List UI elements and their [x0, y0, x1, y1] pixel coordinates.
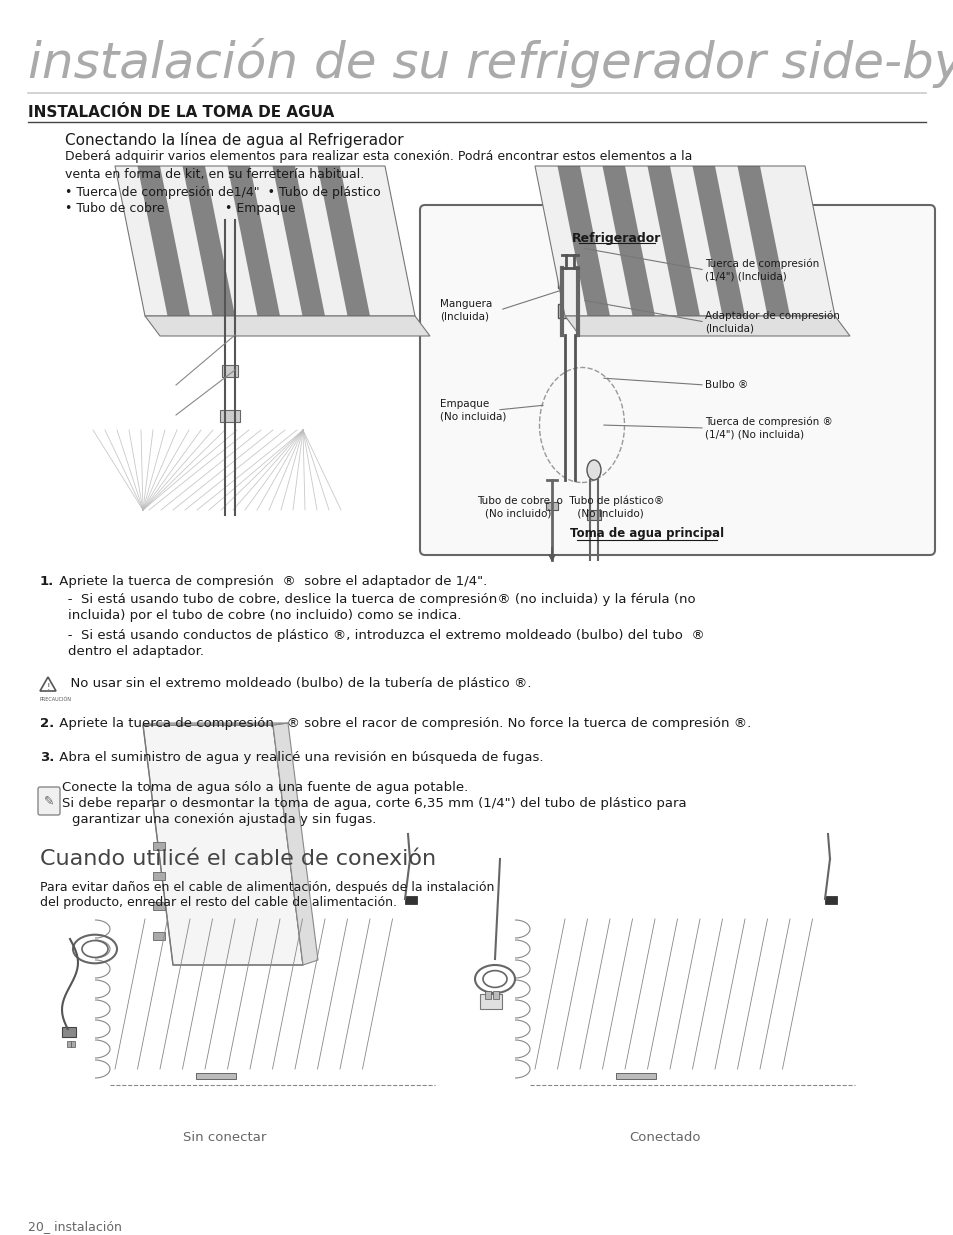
Polygon shape: [557, 165, 609, 316]
Text: Conectado: Conectado: [629, 1131, 700, 1144]
Text: Adaptador de compresión
(Incluida): Adaptador de compresión (Incluida): [704, 310, 839, 333]
Polygon shape: [737, 165, 789, 316]
Text: Empaque
(No incluida): Empaque (No incluida): [439, 399, 506, 421]
Text: • Tubo de cobre: • Tubo de cobre: [65, 203, 164, 215]
Polygon shape: [145, 316, 430, 336]
Polygon shape: [602, 165, 655, 316]
Bar: [71, 1041, 75, 1046]
Text: ✎: ✎: [44, 794, 54, 808]
Polygon shape: [692, 165, 744, 316]
Text: Conecte la toma de agua sólo a una fuente de agua potable.: Conecte la toma de agua sólo a una fuent…: [62, 781, 468, 794]
Text: Bulbo ®: Bulbo ®: [704, 380, 747, 390]
Text: Apriete la tuerca de compresión   ® sobre el racor de compresión. No force la tu: Apriete la tuerca de compresión ® sobre …: [55, 718, 750, 730]
Bar: [616, 1073, 656, 1079]
Polygon shape: [227, 165, 280, 316]
Bar: [222, 366, 237, 377]
Text: 2.: 2.: [40, 718, 54, 730]
Text: 1.: 1.: [40, 576, 54, 588]
Polygon shape: [273, 722, 317, 965]
Text: dentro el adaptador.: dentro el adaptador.: [68, 645, 204, 658]
Polygon shape: [647, 165, 700, 316]
Text: Tuerca de compresión ®
(1/4") (No incluida): Tuerca de compresión ® (1/4") (No inclui…: [704, 416, 832, 440]
Text: garantizar una conexión ajustada y sin fugas.: garantizar una conexión ajustada y sin f…: [71, 813, 376, 826]
Bar: [484, 990, 491, 999]
Text: • Empaque: • Empaque: [225, 203, 295, 215]
Text: -  Si está usando tubo de cobre, deslice la tuerca de compresión® (no incluida) : - Si está usando tubo de cobre, deslice …: [55, 593, 695, 606]
Text: Cuando utilicé el cable de conexión: Cuando utilicé el cable de conexión: [40, 848, 436, 869]
Text: del producto, enredar el resto del cable de alimentación.: del producto, enredar el resto del cable…: [40, 897, 396, 909]
Polygon shape: [273, 165, 325, 316]
FancyBboxPatch shape: [38, 787, 60, 815]
Text: Tubo de cobre  o  Tubo de plástico®: Tubo de cobre o Tubo de plástico®: [476, 495, 663, 505]
Bar: [221, 315, 239, 327]
Polygon shape: [152, 842, 165, 850]
Text: 3.: 3.: [40, 751, 54, 764]
Bar: [67, 1041, 71, 1046]
Polygon shape: [317, 165, 370, 316]
Bar: [558, 304, 581, 317]
Bar: [195, 1073, 235, 1079]
Text: Deberá adquirir varios elementos para realizar esta conexión. Podrá encontrar es: Deberá adquirir varios elementos para re…: [65, 149, 692, 182]
Bar: [824, 897, 836, 904]
Ellipse shape: [586, 459, 600, 480]
Text: Sin conectar: Sin conectar: [183, 1131, 267, 1144]
Text: Tuerca de compresión
(1/4") (Incluida): Tuerca de compresión (1/4") (Incluida): [704, 258, 819, 282]
Text: incluida) por el tubo de cobre (no incluido) como se indica.: incluida) por el tubo de cobre (no inclu…: [68, 609, 461, 622]
Bar: [62, 1026, 76, 1036]
Text: Abra el suministro de agua y realicé una revisión en búsqueda de fugas.: Abra el suministro de agua y realicé una…: [55, 751, 543, 764]
Text: Conectando la línea de agua al Refrigerador: Conectando la línea de agua al Refrigera…: [65, 132, 403, 148]
Polygon shape: [137, 165, 190, 316]
FancyBboxPatch shape: [419, 205, 934, 555]
Text: Refrigerador: Refrigerador: [572, 232, 660, 245]
Text: INSTALACIÓN DE LA TOMA DE AGUA: INSTALACIÓN DE LA TOMA DE AGUA: [28, 105, 334, 120]
Polygon shape: [152, 872, 165, 881]
Polygon shape: [152, 932, 165, 940]
Bar: [493, 990, 498, 999]
Bar: [586, 510, 600, 520]
Text: Manguera
(Incluida): Manguera (Incluida): [439, 299, 492, 321]
Polygon shape: [152, 902, 165, 910]
Bar: [558, 274, 581, 288]
Polygon shape: [535, 165, 834, 316]
Polygon shape: [115, 165, 415, 316]
Bar: [479, 994, 501, 1009]
Text: PRECAUCIÓN: PRECAUCIÓN: [40, 697, 71, 701]
Text: Apriete la tuerca de compresión  ®  sobre el adaptador de 1/4".: Apriete la tuerca de compresión ® sobre …: [55, 576, 487, 588]
Text: • Tuerca de compresión de1/4"  • Tubo de plástico: • Tuerca de compresión de1/4" • Tubo de …: [65, 186, 380, 199]
Text: !: !: [46, 683, 50, 692]
Polygon shape: [564, 316, 849, 336]
Bar: [405, 897, 416, 904]
Polygon shape: [182, 165, 234, 316]
Text: (No incluido)        (No incluido): (No incluido) (No incluido): [484, 508, 643, 517]
Text: No usar sin el extremo moldeado (bulbo) de la tubería de plástico ®.: No usar sin el extremo moldeado (bulbo) …: [62, 677, 531, 690]
Text: Para evitar daños en el cable de alimentación, después de la instalación: Para evitar daños en el cable de aliment…: [40, 881, 494, 894]
Text: instalación de su refrigerador side-by-side: instalación de su refrigerador side-by-s…: [28, 38, 953, 88]
Polygon shape: [143, 725, 303, 965]
Text: Toma de agua principal: Toma de agua principal: [569, 527, 723, 540]
Text: -  Si está usando conductos de plástico ®, introduzca el extremo moldeado (bulbo: - Si está usando conductos de plástico ®…: [55, 629, 704, 642]
Polygon shape: [143, 722, 288, 725]
Text: 20_ instalación: 20_ instalación: [28, 1220, 122, 1233]
Bar: [220, 410, 240, 422]
Bar: [545, 501, 558, 510]
Text: Si debe reparar o desmontar la toma de agua, corte 6,35 mm (1/4") del tubo de pl: Si debe reparar o desmontar la toma de a…: [62, 797, 686, 810]
